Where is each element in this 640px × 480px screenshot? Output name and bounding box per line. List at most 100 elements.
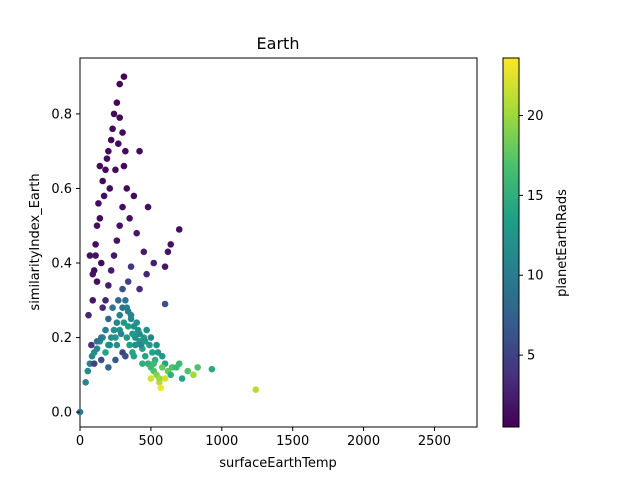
scatter-point xyxy=(102,296,109,304)
scatter-point xyxy=(124,323,132,330)
scatter-point xyxy=(178,375,186,382)
scatter-point xyxy=(120,162,128,170)
colorbar: 5 10 15 20 planetEarthRads xyxy=(502,57,570,428)
scatter-point xyxy=(139,360,146,367)
scatter-point xyxy=(122,147,129,155)
scatter-point xyxy=(150,360,158,367)
scatter-point xyxy=(175,226,183,233)
scatter-point xyxy=(110,110,118,118)
scatter-point xyxy=(93,337,101,345)
scatter-point xyxy=(89,270,97,278)
scatter-point xyxy=(150,259,158,267)
scatter-point xyxy=(123,304,131,312)
scatter-point xyxy=(117,330,125,338)
x-tick-label: 2000 xyxy=(347,434,380,449)
x-tick-label: 1000 xyxy=(205,434,238,449)
scatter-point xyxy=(112,356,119,364)
scatter-point xyxy=(100,192,108,200)
x-tick-label: 1500 xyxy=(276,434,309,449)
scatter-point xyxy=(96,214,104,222)
scatter-point xyxy=(124,278,132,285)
scatter-point xyxy=(141,337,149,345)
scatter-point xyxy=(102,326,109,334)
scatter-point xyxy=(158,352,166,360)
scatter-point xyxy=(130,352,138,360)
colorbar-gradient xyxy=(502,57,520,428)
x-axis-ticks: 0 500 1000 1500 2000 2500 xyxy=(76,427,451,449)
scatter-point xyxy=(126,341,133,349)
scatter-point xyxy=(107,136,115,144)
scatter-point xyxy=(114,140,122,148)
scatter-point xyxy=(116,114,123,121)
scatter-point xyxy=(105,282,112,289)
y-axis-label: similarityIndex_Earth xyxy=(28,173,43,310)
scatter-point xyxy=(161,263,169,271)
scatter-point xyxy=(102,349,109,356)
colorbar-ticks: 5 10 15 20 xyxy=(519,109,544,364)
scatter-point xyxy=(105,364,112,371)
scatter-point xyxy=(144,203,152,211)
scatter-point xyxy=(107,267,115,274)
scatter-point xyxy=(122,352,129,360)
colorbar-tick-label: 15 xyxy=(527,189,544,204)
scatter-point xyxy=(149,349,156,356)
scatter-point xyxy=(190,371,197,379)
scatter-point xyxy=(119,203,126,211)
scatter-point xyxy=(136,330,143,338)
scatter-point xyxy=(93,345,101,353)
colorbar-tick-label: 5 xyxy=(527,349,535,364)
scatter-point xyxy=(90,360,98,367)
scatter-point xyxy=(113,237,121,244)
y-tick-label: 0.8 xyxy=(51,107,72,122)
scatter-point xyxy=(120,319,128,326)
scatter-point xyxy=(143,270,150,278)
scatter-point xyxy=(123,334,131,341)
x-tick-label: 0 xyxy=(76,434,84,449)
scatter-point xyxy=(136,147,143,155)
scatter-point xyxy=(147,375,155,382)
scatter-point xyxy=(82,378,89,386)
plot-area: 0 500 1000 1500 2000 2500 0.0 0.2 0.4 0.6 0.8 xyxy=(51,57,478,449)
scatter-point xyxy=(114,296,122,304)
scatter-point xyxy=(97,356,105,364)
scatter-point xyxy=(95,200,102,207)
y-tick-label: 0.2 xyxy=(51,331,72,346)
scatter-point xyxy=(105,147,112,155)
scatter-point xyxy=(103,155,111,162)
scatter-point xyxy=(86,252,94,259)
scatter-point xyxy=(157,384,165,392)
scatter-point xyxy=(161,300,169,308)
scatter-point xyxy=(143,326,150,334)
scatter-point xyxy=(102,166,109,174)
scatter-point xyxy=(109,304,116,312)
colorbar-tick-label: 10 xyxy=(527,269,544,284)
scatter-point xyxy=(84,367,92,375)
scatter-point xyxy=(153,341,160,349)
scatter-point xyxy=(113,99,121,107)
scatter-point xyxy=(99,304,106,312)
scatter-point xyxy=(116,80,123,88)
scatter-point xyxy=(133,319,141,326)
scatter-point xyxy=(164,248,172,256)
scatter-point xyxy=(116,311,123,319)
scatter-point xyxy=(137,341,145,349)
scatter-point xyxy=(194,364,201,371)
scatter-point xyxy=(119,129,126,136)
scatter-point xyxy=(106,185,114,192)
scatter-point xyxy=(130,192,138,200)
scatter-point xyxy=(105,315,112,323)
scatter-point xyxy=(131,341,139,349)
scatter-point xyxy=(93,278,101,285)
scatter-point xyxy=(113,319,121,326)
scatter-point xyxy=(122,296,129,304)
y-axis-ticks: 0.0 0.2 0.4 0.6 0.8 xyxy=(51,107,80,421)
scatter-point xyxy=(92,252,99,259)
scatter-point xyxy=(93,222,101,230)
scatter-point xyxy=(146,341,153,349)
scatter-point xyxy=(129,330,136,338)
scatter-point xyxy=(112,166,119,174)
scatter-point xyxy=(184,367,192,375)
y-tick-label: 0.6 xyxy=(51,182,72,197)
y-tick-label: 0.4 xyxy=(51,257,72,272)
